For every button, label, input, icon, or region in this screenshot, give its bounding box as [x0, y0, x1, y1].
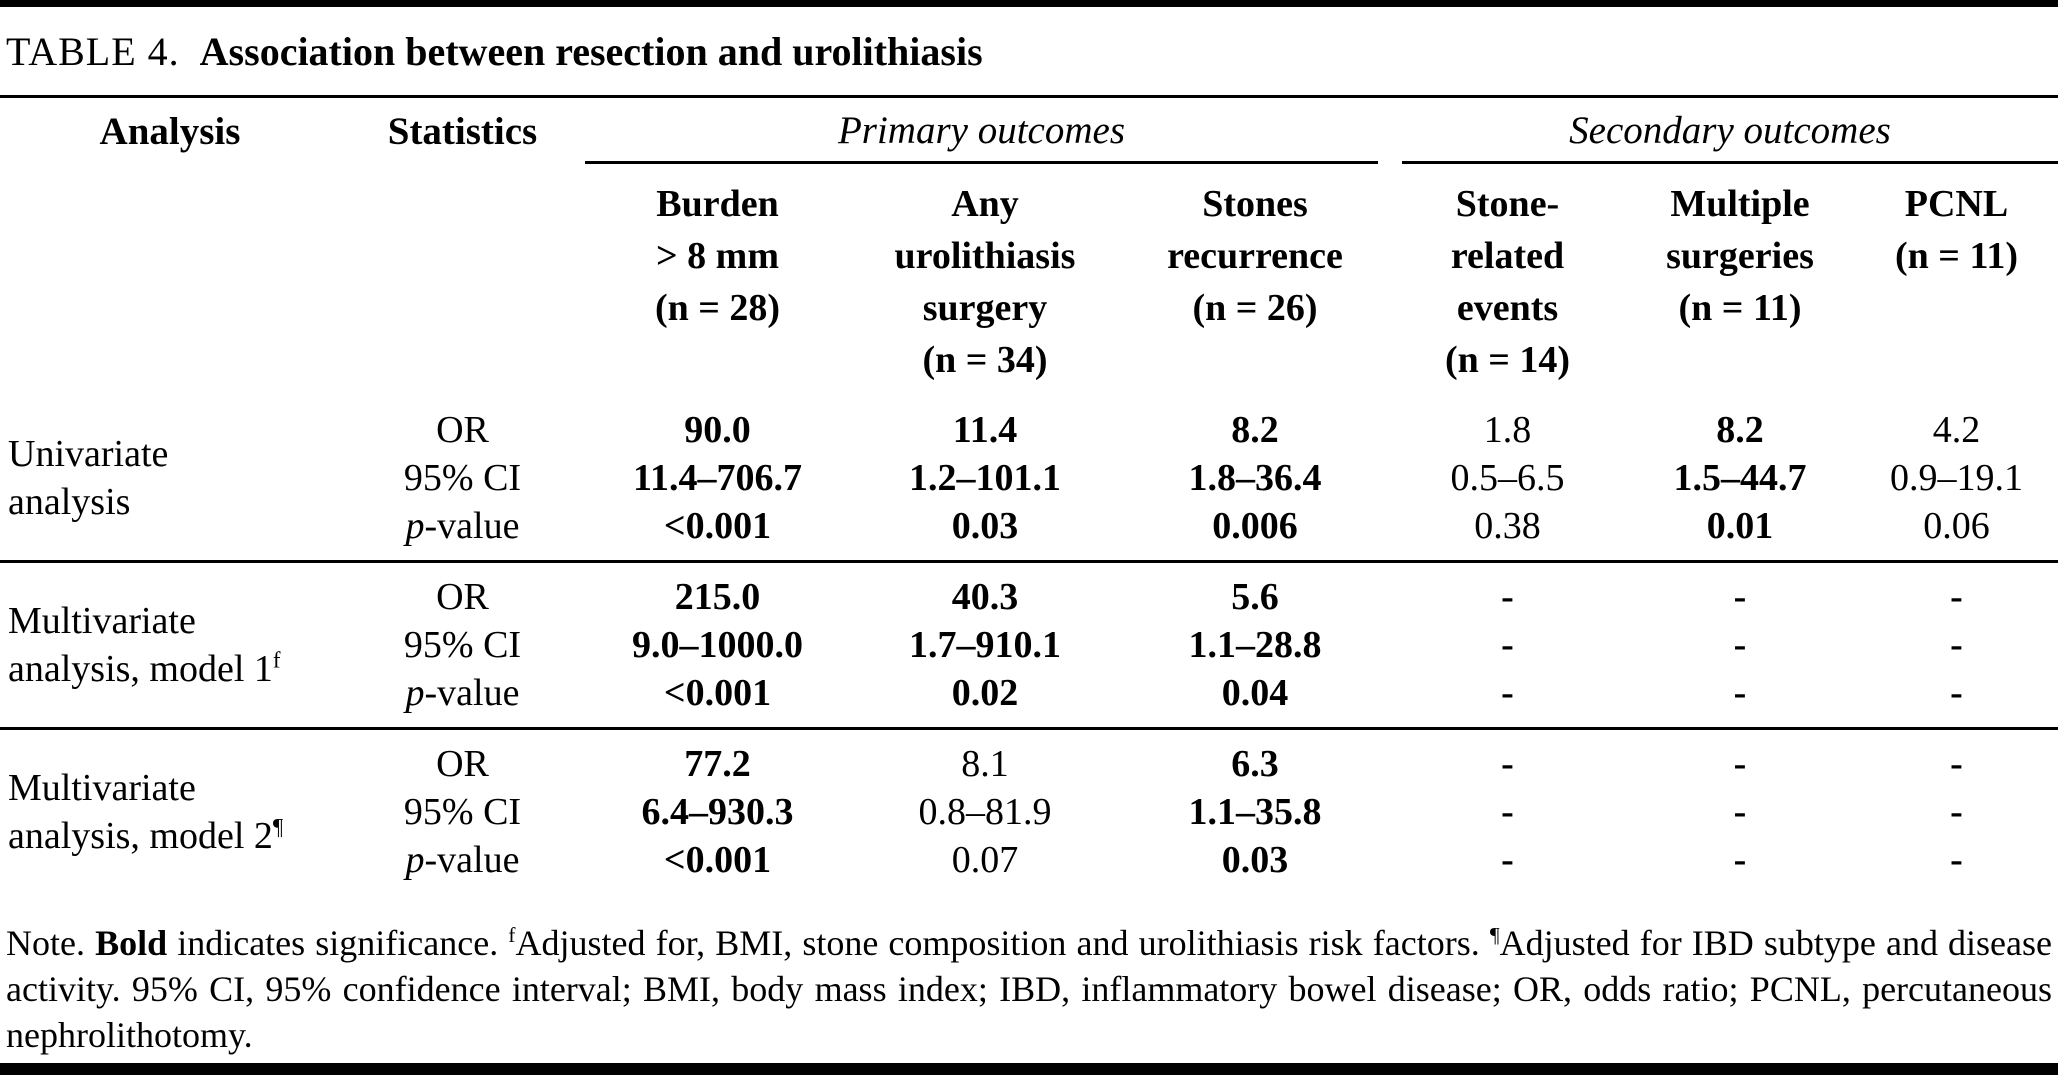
spacer: [0, 178, 340, 386]
stats-cell: OR 95% CI p-value: [403, 576, 522, 714]
row-label-text: Univariate analysis: [8, 433, 169, 523]
table-cell: 8.2 1.5–44.7 0.01: [1673, 409, 1807, 547]
group-header-primary-outcomes: Primary outcomes: [585, 108, 1378, 164]
footnote-sup-f: f: [508, 923, 516, 947]
table-cell: 8.2 1.8–36.4 0.006: [1188, 409, 1322, 547]
column-header-row: Burden > 8 mm (n = 28) Any urolithiasis …: [0, 164, 2058, 396]
table-cell: 1.8 0.5–6.5 0.38: [1450, 409, 1565, 547]
column-header-multiple-surgeries: Multiple surgeries (n = 11): [1666, 183, 1814, 329]
table-cell: 215.0 9.0–1000.0 <0.001: [632, 576, 803, 714]
table-cell: 6.3 1.1–35.8 0.03: [1188, 743, 1322, 881]
column-header-analysis: Analysis: [99, 110, 241, 153]
row-separator: [0, 560, 2058, 563]
table-cell: - - -: [1733, 576, 1747, 714]
table-cell: 5.6 1.1–28.8 0.04: [1188, 576, 1322, 714]
group-header-secondary-outcomes: Secondary outcomes: [1402, 108, 2058, 164]
table-cell: - - -: [1950, 743, 1963, 881]
table-cell: 11.4 1.2–101.1 0.03: [909, 409, 1061, 547]
table-row-multivariate-model-1: Multivariate analysis, model 1f OR 95% C…: [0, 563, 2058, 727]
header-group-row: Analysis Statistics Primary outcomes Sec…: [0, 98, 2058, 164]
column-header-any-urolithiasis-surgery: Any urolithiasis surgery (n = 34): [894, 183, 1076, 381]
row-label-sup: ¶: [272, 814, 284, 840]
table-row-multivariate-model-2: Multivariate analysis, model 2¶ OR 95% C…: [0, 730, 2058, 894]
row-label-text: Multivariate analysis, model 1: [8, 600, 273, 690]
column-header-stone-related-events: Stone- related events (n = 14): [1444, 183, 1571, 381]
stats-cell: OR 95% CI p-value: [403, 743, 522, 881]
table-cell: - - -: [1950, 576, 1963, 714]
table-cell: 90.0 11.4–706.7 <0.001: [633, 409, 802, 547]
row-label-univariate: Univariate analysis: [0, 406, 340, 550]
header-top-rule: [0, 95, 2058, 98]
bottom-rule: [0, 1063, 2058, 1075]
table-footnote: Note. Bold indicates significance. fAdju…: [6, 923, 2053, 1055]
spacer: [340, 178, 585, 386]
table-cell: 8.1 0.8–81.9 0.07: [918, 743, 1052, 881]
column-header-pcnl: PCNL (n = 11): [1895, 183, 2018, 277]
column-header-statistics: Statistics: [387, 110, 538, 153]
table-cell: 40.3 1.7–910.1 0.02: [909, 576, 1061, 714]
table-caption: Association between resection and urolit…: [199, 29, 983, 74]
table-row-univariate: Univariate analysis OR 95% CI p-value 90…: [0, 396, 2058, 560]
table-cell: - - -: [1501, 576, 1514, 714]
row-label-text: Multivariate analysis, model 2: [8, 767, 273, 857]
row-label-multivariate-model-2: Multivariate analysis, model 2¶: [0, 740, 340, 884]
row-label-multivariate-model-1: Multivariate analysis, model 1f: [0, 573, 340, 717]
table-cell: 4.2 0.9–19.1 0.06: [1890, 409, 2023, 547]
stats-cell: OR 95% CI p-value: [403, 409, 522, 547]
column-header-burden: Burden > 8 mm (n = 28): [654, 183, 781, 329]
table-title: TABLE 4. Association between resection an…: [6, 29, 2058, 75]
table-cell: - - -: [1733, 743, 1747, 881]
row-separator: [0, 727, 2058, 730]
column-header-stones-recurrence: Stones recurrence (n = 26): [1167, 183, 1343, 329]
top-rule: [0, 0, 2058, 7]
footnote-bold-word: Bold: [95, 923, 168, 963]
table-cell: - - -: [1501, 743, 1514, 881]
footnote-sup-pilcrow: ¶: [1489, 923, 1500, 947]
table-number: TABLE 4.: [6, 29, 180, 74]
table-cell: 77.2 6.4–930.3 <0.001: [641, 743, 794, 881]
row-label-sup: f: [272, 647, 281, 673]
footnote-note-label: Note.: [6, 923, 96, 963]
